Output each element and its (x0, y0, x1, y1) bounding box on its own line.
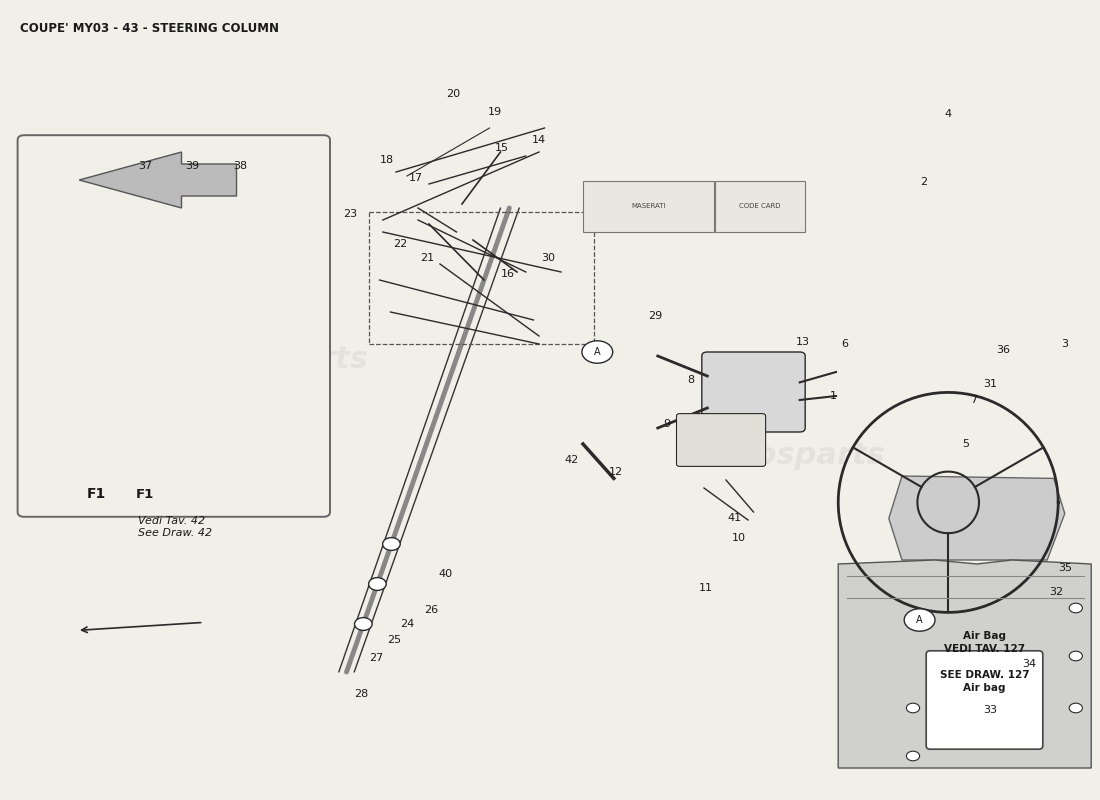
Text: 32: 32 (1049, 587, 1063, 597)
Text: 25: 25 (387, 635, 400, 645)
Text: Air Bag
VEDI TAV. 127

SEE DRAW. 127
Air bag: Air Bag VEDI TAV. 127 SEE DRAW. 127 Air … (939, 630, 1030, 694)
Circle shape (1069, 603, 1082, 613)
Circle shape (582, 341, 613, 363)
Text: A: A (916, 615, 923, 625)
Text: 3: 3 (1062, 339, 1068, 349)
Text: Vedi Tav. 42
See Draw. 42: Vedi Tav. 42 See Draw. 42 (138, 516, 211, 538)
FancyBboxPatch shape (676, 414, 766, 466)
Text: CODE CARD: CODE CARD (739, 203, 781, 210)
Text: 10: 10 (733, 533, 746, 542)
Text: 36: 36 (997, 346, 1010, 355)
Text: 5: 5 (962, 439, 969, 449)
Circle shape (906, 751, 920, 761)
FancyBboxPatch shape (715, 181, 805, 232)
Text: 17: 17 (409, 173, 422, 182)
Text: 39: 39 (186, 161, 199, 170)
Circle shape (354, 618, 372, 630)
Text: 35: 35 (1058, 563, 1071, 573)
Text: 22: 22 (394, 239, 407, 249)
Text: 11: 11 (700, 583, 713, 593)
Text: 1: 1 (830, 391, 837, 401)
Text: 20: 20 (447, 90, 460, 99)
Text: 28: 28 (354, 690, 367, 699)
Text: 7: 7 (970, 395, 977, 405)
Text: 26: 26 (425, 605, 438, 614)
Text: MASERATI: MASERATI (631, 203, 666, 210)
Text: A: A (594, 347, 601, 357)
Text: F1: F1 (136, 488, 154, 501)
Circle shape (1069, 651, 1082, 661)
FancyBboxPatch shape (18, 135, 330, 517)
Text: 14: 14 (532, 135, 546, 145)
Text: F1: F1 (87, 487, 107, 502)
Text: 2: 2 (921, 178, 927, 187)
Text: 16: 16 (502, 269, 515, 278)
Text: eurosparts: eurosparts (698, 442, 886, 470)
Polygon shape (838, 560, 1091, 768)
Text: eurosparts: eurosparts (182, 346, 368, 374)
Polygon shape (79, 152, 236, 208)
FancyBboxPatch shape (926, 651, 1043, 749)
Text: 40: 40 (439, 570, 452, 579)
Text: 13: 13 (796, 337, 810, 346)
Text: 38: 38 (233, 161, 246, 170)
Text: 8: 8 (688, 375, 694, 385)
Text: 15: 15 (495, 143, 508, 153)
Text: 12: 12 (609, 467, 623, 477)
Text: COUPE' MY03 - 43 - STEERING COLUMN: COUPE' MY03 - 43 - STEERING COLUMN (20, 22, 278, 35)
Text: 21: 21 (420, 253, 433, 262)
FancyBboxPatch shape (583, 181, 714, 232)
Text: 4: 4 (945, 109, 952, 118)
Text: 42: 42 (565, 455, 579, 465)
Circle shape (904, 609, 935, 631)
Circle shape (383, 538, 400, 550)
Text: 29: 29 (649, 311, 662, 321)
Circle shape (1069, 703, 1082, 713)
Text: 27: 27 (370, 653, 383, 662)
Text: 18: 18 (381, 155, 394, 165)
Text: 37: 37 (139, 161, 152, 170)
Text: 33: 33 (983, 706, 997, 715)
Text: 34: 34 (1023, 659, 1036, 669)
Circle shape (906, 703, 920, 713)
Text: 19: 19 (488, 107, 502, 117)
FancyBboxPatch shape (702, 352, 805, 432)
Text: 9: 9 (663, 419, 670, 429)
Text: 6: 6 (842, 339, 848, 349)
Polygon shape (889, 476, 1065, 560)
Text: 31: 31 (983, 379, 997, 389)
Text: 24: 24 (400, 619, 414, 629)
Text: 30: 30 (541, 253, 554, 262)
Text: 41: 41 (728, 514, 741, 523)
Circle shape (368, 578, 386, 590)
Text: 23: 23 (343, 210, 356, 219)
